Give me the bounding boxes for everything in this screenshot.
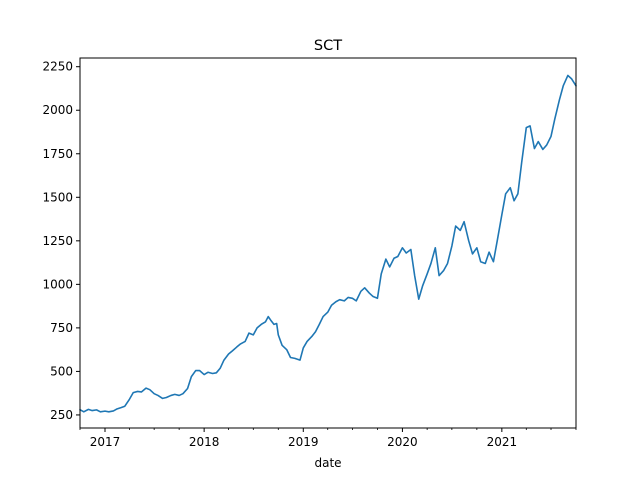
x-tick-label: 2021 <box>487 435 518 449</box>
y-tick-label: 500 <box>50 364 73 378</box>
y-tick-label: 1750 <box>42 147 73 161</box>
x-axis-label: date <box>314 456 341 470</box>
x-tick-label: 2018 <box>189 435 220 449</box>
x-axis: 2017 2018 2019 2020 2021 <box>79 428 577 449</box>
y-tick-label: 750 <box>50 321 73 335</box>
y-tick-label: 1250 <box>42 234 73 248</box>
y-tick-label: 2000 <box>42 103 73 117</box>
chart-title: SCT <box>314 38 342 54</box>
x-tick-label: 2017 <box>90 435 121 449</box>
y-tick-label: 1500 <box>42 190 73 204</box>
x-tick-label: 2020 <box>387 435 418 449</box>
y-tick-label: 250 <box>50 408 73 422</box>
y-tick-label: 1000 <box>42 277 73 291</box>
y-tick-label: 2250 <box>42 60 73 74</box>
series-line <box>79 74 577 413</box>
x-tick-label: 2019 <box>288 435 319 449</box>
y-axis: 250 500 750 1000 1250 1500 1750 2000 2250 <box>42 60 80 422</box>
plot-area <box>79 74 577 413</box>
